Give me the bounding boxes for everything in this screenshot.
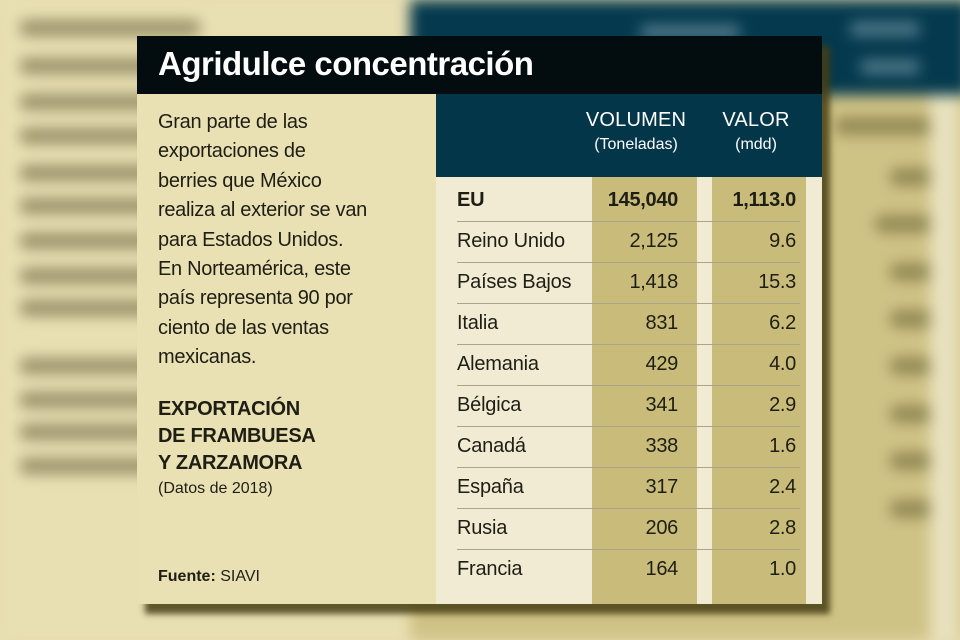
country-cell: Alemania bbox=[457, 353, 539, 375]
table-row: Francia 164 1.0 bbox=[436, 550, 822, 591]
valor-cell: 4.0 bbox=[769, 353, 796, 375]
blurred-number bbox=[890, 452, 935, 470]
table-row: Alemania 429 4.0 bbox=[436, 345, 822, 386]
blurred-number bbox=[890, 263, 935, 281]
volumen-cell: 429 bbox=[645, 353, 679, 375]
valor-cell: 1.6 bbox=[769, 435, 796, 457]
source-label: Fuente: bbox=[158, 568, 216, 585]
blurred-text-line bbox=[20, 20, 200, 36]
valor-cell: 2.9 bbox=[769, 394, 796, 416]
table-row: Rusia 206 2.8 bbox=[436, 509, 822, 550]
blurred-text-line bbox=[20, 458, 170, 474]
volumen-cell: 338 bbox=[645, 435, 679, 457]
column-unit: (mdd) bbox=[735, 136, 777, 153]
country-cell: España bbox=[457, 476, 524, 498]
source-credit: Fuente: SIAVI bbox=[158, 568, 260, 586]
valor-cell: 2.4 bbox=[769, 476, 796, 498]
blurred-number bbox=[890, 405, 935, 423]
table-row: Canadá 338 1.6 bbox=[436, 427, 822, 468]
column-header-volumen: VOLUMEN (Toneladas) bbox=[576, 107, 696, 157]
valor-cell: 9.6 bbox=[769, 230, 796, 252]
valor-cell: 1.0 bbox=[769, 558, 796, 580]
infographic-title: Agridulce concentración bbox=[137, 36, 822, 94]
table-row: Italia 831 6.2 bbox=[436, 304, 822, 345]
blurred-number bbox=[890, 310, 935, 328]
country-cell: EU bbox=[457, 189, 485, 211]
volumen-cell: 2,125 bbox=[629, 230, 678, 252]
country-cell: Reino Unido bbox=[457, 230, 565, 252]
infographic-card: Agridulce concentración Gran parte de la… bbox=[137, 36, 822, 604]
table-row: EU 145,040 1,113.0 bbox=[436, 181, 822, 222]
column-header-valor: VALOR (mdd) bbox=[704, 107, 808, 157]
section-subtitle: EXPORTACIÓN DE FRAMBUESA Y ZARZAMORA bbox=[158, 396, 426, 477]
blurred-number bbox=[875, 215, 935, 233]
country-cell: Bélgica bbox=[457, 394, 522, 416]
valor-cell: 6.2 bbox=[769, 312, 796, 334]
blurred-right-strip bbox=[930, 95, 960, 640]
intro-line: exportaciones de bbox=[158, 140, 306, 163]
export-table: VOLUMEN (Toneladas) VALOR (mdd) EU 145,04… bbox=[436, 94, 822, 604]
valor-cell: 1,113.0 bbox=[732, 189, 796, 211]
description-panel: Gran parte de las exportaciones de berri… bbox=[137, 94, 436, 604]
column-title: VOLUMEN bbox=[585, 109, 687, 131]
blurred-number bbox=[890, 168, 935, 186]
country-cell: Países Bajos bbox=[457, 271, 572, 293]
intro-line: mexicanas. bbox=[158, 346, 257, 369]
volumen-cell: 317 bbox=[645, 476, 679, 498]
blurred-text-line bbox=[640, 25, 740, 39]
country-cell: Rusia bbox=[457, 517, 508, 539]
volumen-cell: 341 bbox=[645, 394, 679, 416]
volumen-cell: 206 bbox=[645, 517, 679, 539]
intro-line: En Norteamérica, este bbox=[158, 258, 351, 281]
table-row: Bélgica 341 2.9 bbox=[436, 386, 822, 427]
volumen-cell: 164 bbox=[645, 558, 679, 580]
table-body: EU 145,040 1,113.0 Reino Unido 2,125 9.6 Paíse… bbox=[436, 181, 822, 591]
table-row: Países Bajos 1,418 15.3 bbox=[436, 263, 822, 304]
valor-cell: 15.3 bbox=[758, 271, 796, 293]
intro-line: para Estados Unidos. bbox=[158, 228, 344, 251]
intro-text: Gran parte de las exportaciones de berri… bbox=[158, 108, 426, 373]
blurred-number bbox=[890, 357, 935, 375]
country-cell: Canadá bbox=[457, 435, 526, 457]
blurred-text-line bbox=[860, 60, 920, 74]
table-header: VOLUMEN (Toneladas) VALOR (mdd) bbox=[436, 94, 822, 177]
blurred-number bbox=[835, 117, 935, 135]
valor-column-highlight bbox=[712, 177, 806, 604]
intro-line: ciento de las ventas bbox=[158, 316, 329, 339]
intro-line: país representa 90 por bbox=[158, 287, 353, 310]
table-row: España 317 2.4 bbox=[436, 468, 822, 509]
subtitle-line: DE FRAMBUESA bbox=[158, 424, 316, 447]
volumen-cell: 145,040 bbox=[607, 189, 679, 211]
volumen-column-highlight bbox=[592, 177, 697, 604]
subtitle-line: EXPORTACIÓN bbox=[158, 397, 300, 420]
source-value: SIAVI bbox=[220, 568, 260, 585]
data-year-note: (Datos de 2018) bbox=[158, 479, 273, 497]
table-row: Reino Unido 2,125 9.6 bbox=[436, 222, 822, 263]
column-title: VALOR bbox=[722, 109, 790, 131]
country-cell: Francia bbox=[457, 558, 523, 580]
intro-line: realiza al exterior se van bbox=[158, 199, 367, 222]
valor-cell: 2.8 bbox=[769, 517, 796, 539]
volumen-cell: 1,418 bbox=[629, 271, 678, 293]
column-unit: (Toneladas) bbox=[594, 136, 678, 153]
country-cell: Italia bbox=[457, 312, 499, 334]
volumen-cell: 831 bbox=[645, 312, 679, 334]
intro-line: Gran parte de las bbox=[158, 111, 308, 133]
subtitle-line: Y ZARZAMORA bbox=[158, 451, 303, 474]
blurred-number bbox=[890, 500, 935, 518]
blurred-text-line bbox=[850, 22, 920, 36]
intro-line: berries que México bbox=[158, 169, 322, 192]
